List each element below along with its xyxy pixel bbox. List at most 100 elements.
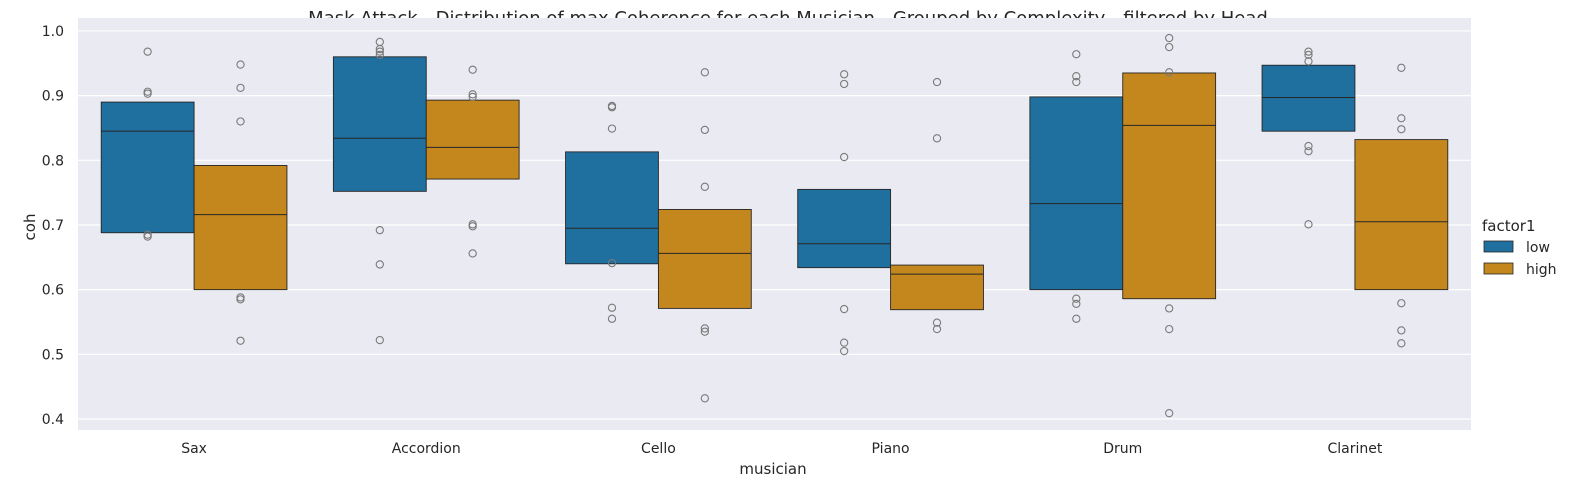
x-tick-label: Cello <box>641 441 676 457</box>
outlier-point <box>468 222 477 231</box>
box-body <box>425 99 520 180</box>
outlier-point <box>1397 125 1406 134</box>
outlier-point <box>1304 220 1313 229</box>
x-tick-label: Clarinet <box>1327 441 1382 457</box>
box-low-cello <box>565 101 659 323</box>
box-low-sax <box>100 47 195 241</box>
outlier-point <box>607 124 617 133</box>
box-high-accordion <box>425 65 520 258</box>
outlier-point <box>468 65 477 74</box>
x-tick-label: Sax <box>181 441 207 457</box>
box-high-cello <box>657 68 752 403</box>
outlier-point <box>1165 409 1174 418</box>
outlier-point <box>840 304 849 314</box>
outlier-point <box>700 125 709 135</box>
legend: factor1 low high <box>1482 217 1557 278</box>
outlier-point <box>932 134 942 143</box>
outlier-point <box>236 83 245 93</box>
outlier-point <box>236 117 245 126</box>
outlier-point <box>1072 299 1081 309</box>
outlier-point <box>236 336 245 345</box>
outlier-point <box>375 47 384 56</box>
outlier-point <box>607 303 617 312</box>
box-body <box>797 188 892 269</box>
outlier-point <box>1165 68 1174 77</box>
outlier-point <box>700 324 709 333</box>
outlier-point <box>1165 42 1174 52</box>
box-series <box>100 33 1449 418</box>
outlier-point <box>840 152 849 162</box>
plot-area <box>78 18 1471 430</box>
outlier-point <box>700 394 709 403</box>
box-body <box>657 208 752 309</box>
legend-swatch-high <box>1483 262 1514 275</box>
y-tick-label: 0.6 <box>42 283 64 299</box>
box-body <box>100 101 195 234</box>
outlier-point <box>375 225 384 235</box>
box-high-drum <box>1122 33 1217 418</box>
outlier-point <box>1072 77 1081 87</box>
outlier-point <box>1072 314 1081 323</box>
y-tick-label: 0.5 <box>42 347 64 363</box>
x-tick-label: Piano <box>872 441 910 457</box>
box-low-accordion <box>332 37 427 345</box>
legend-label-high: high <box>1526 262 1557 278</box>
box-body <box>565 151 659 265</box>
box-body <box>1354 139 1449 291</box>
outlier-point <box>1165 324 1174 334</box>
outlier-point <box>932 324 942 334</box>
legend-label-low: low <box>1526 240 1550 256</box>
outlier-point <box>375 44 384 54</box>
outlier-point <box>840 338 849 347</box>
y-tick-label: 0.9 <box>42 89 64 105</box>
outlier-point <box>1304 141 1313 151</box>
box-low-piano <box>797 70 892 356</box>
outlier-point <box>1397 299 1406 308</box>
outlier-point <box>236 60 245 69</box>
box-body <box>193 165 288 291</box>
outlier-point <box>143 232 152 241</box>
outlier-point <box>143 89 152 98</box>
box-high-piano <box>890 77 984 334</box>
legend-title: factor1 <box>1482 217 1536 235</box>
x-axis-ticks: Sax Accordion Cello Piano Drum Clarinet <box>181 441 1383 457</box>
box-low-drum <box>1029 50 1124 323</box>
x-axis-title: musician <box>739 460 806 478</box>
outlier-point <box>1397 326 1406 335</box>
legend-swatch-low <box>1483 240 1514 253</box>
y-tick-label: 1.0 <box>42 24 64 40</box>
box-body <box>890 264 984 311</box>
outlier-point <box>1165 33 1174 43</box>
x-tick-label: Accordion <box>392 441 461 457</box>
outlier-point <box>375 260 384 269</box>
box-high-sax <box>193 60 288 345</box>
outlier-point <box>1397 114 1406 123</box>
outlier-point <box>143 47 152 56</box>
outlier-point <box>375 50 384 60</box>
box-body <box>332 56 427 192</box>
box-body <box>1122 72 1217 300</box>
outlier-point <box>932 318 942 327</box>
outlier-point <box>1397 339 1406 348</box>
outlier-point <box>700 327 709 336</box>
outlier-point <box>1304 47 1313 56</box>
outlier-point <box>932 77 942 87</box>
outlier-point <box>1072 72 1081 81</box>
y-axis-ticks: 0.4 0.5 0.6 0.7 0.8 0.9 1.0 <box>42 24 64 428</box>
box-body <box>1029 96 1124 291</box>
outlier-point <box>1165 304 1174 313</box>
y-tick-label: 0.7 <box>42 218 64 234</box>
box-body <box>1261 64 1356 132</box>
outlier-point <box>468 249 477 258</box>
outlier-point <box>1304 50 1313 60</box>
gridlines <box>78 30 1471 420</box>
outlier-point <box>840 346 849 356</box>
outlier-point <box>607 314 617 323</box>
outlier-point <box>468 92 477 102</box>
outlier-point <box>700 68 709 77</box>
box-low-clarinet <box>1261 47 1356 229</box>
outlier-point <box>840 70 849 79</box>
outlier-point <box>375 335 384 345</box>
outlier-point <box>1072 50 1081 59</box>
